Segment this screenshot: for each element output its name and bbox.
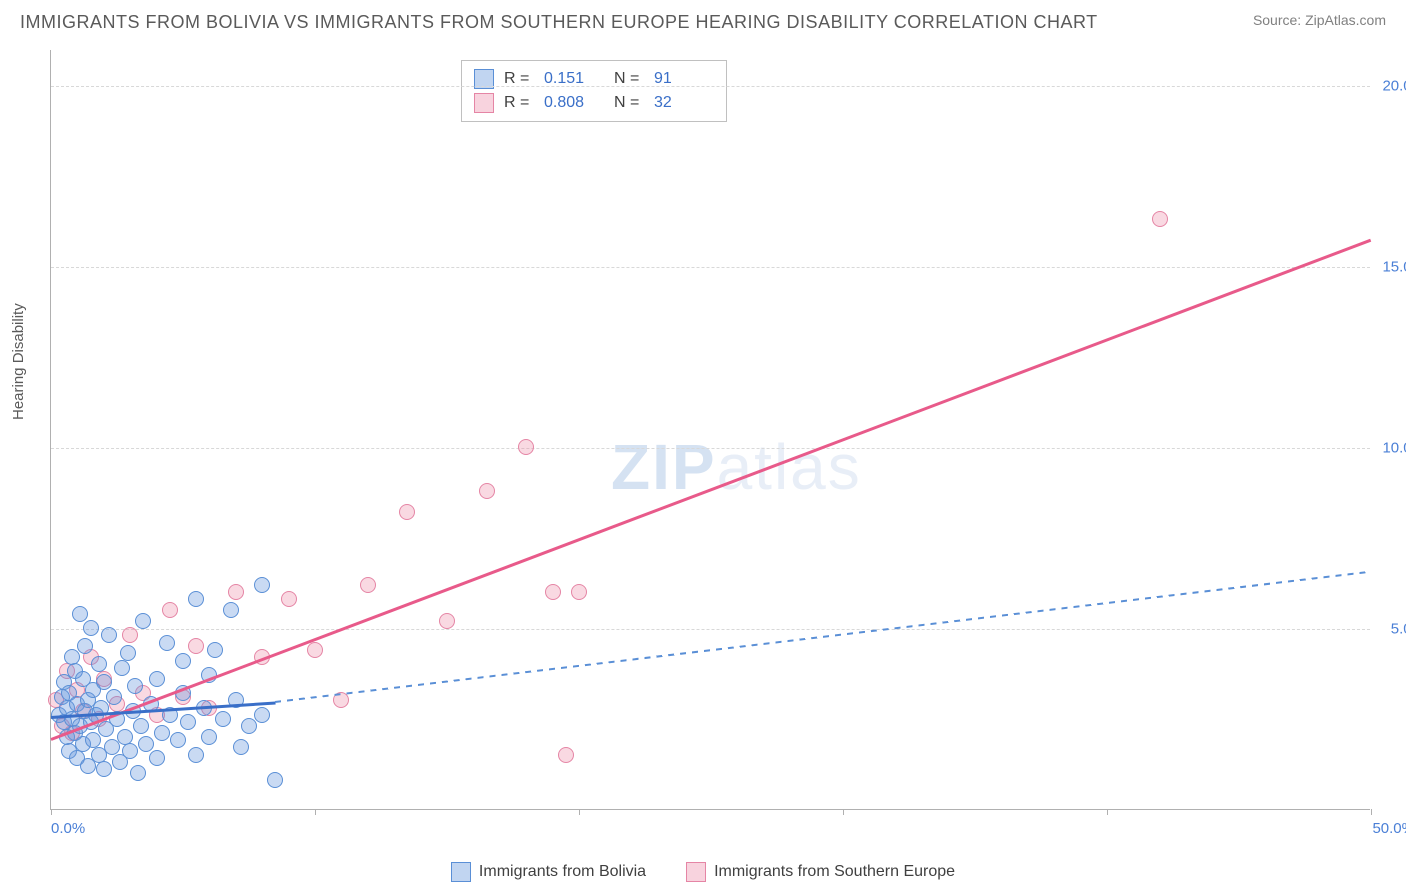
scatter-point-bolivia: [215, 711, 231, 727]
scatter-point-bolivia: [135, 613, 151, 629]
scatter-point-bolivia: [201, 729, 217, 745]
legend-item-bolivia: Immigrants from Bolivia: [451, 862, 646, 882]
x-tick-label: 0.0%: [51, 820, 85, 837]
scatter-point-bolivia: [106, 689, 122, 705]
scatter-point-southern-europe: [558, 747, 574, 763]
chart-title: IMMIGRANTS FROM BOLIVIA VS IMMIGRANTS FR…: [20, 12, 1098, 33]
gridline: [51, 629, 1370, 630]
swatch-pink-icon: [474, 93, 494, 113]
gridline: [51, 86, 1370, 87]
gridline: [51, 267, 1370, 268]
scatter-point-bolivia: [241, 718, 257, 734]
scatter-point-bolivia: [223, 602, 239, 618]
bottom-legend: Immigrants from Bolivia Immigrants from …: [0, 862, 1406, 882]
scatter-point-bolivia: [188, 591, 204, 607]
y-tick-label: 20.0%: [1382, 78, 1406, 95]
scatter-point-bolivia: [254, 707, 270, 723]
scatter-point-bolivia: [122, 743, 138, 759]
y-tick-label: 5.0%: [1391, 621, 1406, 638]
scatter-point-bolivia: [130, 765, 146, 781]
y-tick-label: 15.0%: [1382, 259, 1406, 276]
scatter-point-bolivia: [91, 656, 107, 672]
legend-item-southern-europe: Immigrants from Southern Europe: [686, 862, 955, 882]
scatter-point-bolivia: [138, 736, 154, 752]
scatter-point-bolivia: [180, 714, 196, 730]
scatter-point-bolivia: [233, 739, 249, 755]
swatch-blue-icon: [451, 862, 471, 882]
scatter-point-bolivia: [159, 635, 175, 651]
scatter-point-bolivia: [188, 747, 204, 763]
scatter-point-southern-europe: [188, 638, 204, 654]
scatter-point-bolivia: [149, 671, 165, 687]
scatter-point-bolivia: [170, 732, 186, 748]
scatter-point-southern-europe: [281, 591, 297, 607]
scatter-point-bolivia: [114, 660, 130, 676]
scatter-point-bolivia: [64, 649, 80, 665]
x-tick: [843, 809, 844, 815]
scatter-point-bolivia: [175, 653, 191, 669]
scatter-point-southern-europe: [122, 627, 138, 643]
x-tick: [315, 809, 316, 815]
scatter-point-bolivia: [207, 642, 223, 658]
scatter-point-bolivia: [96, 761, 112, 777]
correlation-stats-box: R = 0.151 N = 91 R = 0.808 N = 32: [461, 60, 727, 122]
y-axis-label: Hearing Disability: [10, 303, 27, 420]
scatter-point-southern-europe: [399, 504, 415, 520]
scatter-point-bolivia: [267, 772, 283, 788]
swatch-pink-icon: [686, 862, 706, 882]
scatter-point-southern-europe: [360, 577, 376, 593]
scatter-point-bolivia: [149, 750, 165, 766]
stats-row-southern-europe: R = 0.808 N = 32: [474, 91, 714, 115]
scatter-point-southern-europe: [307, 642, 323, 658]
scatter-point-bolivia: [120, 645, 136, 661]
watermark: ZIPatlas: [611, 430, 862, 504]
source-attribution: Source: ZipAtlas.com: [1253, 12, 1386, 28]
scatter-point-bolivia: [101, 627, 117, 643]
scatter-point-bolivia: [77, 638, 93, 654]
scatter-point-bolivia: [254, 577, 270, 593]
scatter-point-bolivia: [72, 606, 88, 622]
scatter-point-bolivia: [127, 678, 143, 694]
x-tick: [51, 809, 52, 815]
x-tick-label: 50.0%: [1372, 820, 1406, 837]
scatter-point-southern-europe: [571, 584, 587, 600]
x-tick: [1107, 809, 1108, 815]
scatter-point-southern-europe: [1152, 211, 1168, 227]
scatter-point-southern-europe: [162, 602, 178, 618]
scatter-point-bolivia: [96, 674, 112, 690]
scatter-point-southern-europe: [479, 483, 495, 499]
scatter-point-southern-europe: [439, 613, 455, 629]
x-tick: [1371, 809, 1372, 815]
scatter-point-bolivia: [154, 725, 170, 741]
y-tick-label: 10.0%: [1382, 440, 1406, 457]
stats-row-bolivia: R = 0.151 N = 91: [474, 67, 714, 91]
scatter-point-southern-europe: [228, 584, 244, 600]
scatter-point-southern-europe: [518, 439, 534, 455]
scatter-point-bolivia: [133, 718, 149, 734]
scatter-point-bolivia: [83, 620, 99, 636]
scatter-point-southern-europe: [545, 584, 561, 600]
scatter-plot: ZIPatlas R = 0.151 N = 91 R = 0.808 N = …: [50, 50, 1370, 810]
gridline: [51, 448, 1370, 449]
trend-line-southern-europe: [50, 238, 1371, 740]
x-tick: [579, 809, 580, 815]
